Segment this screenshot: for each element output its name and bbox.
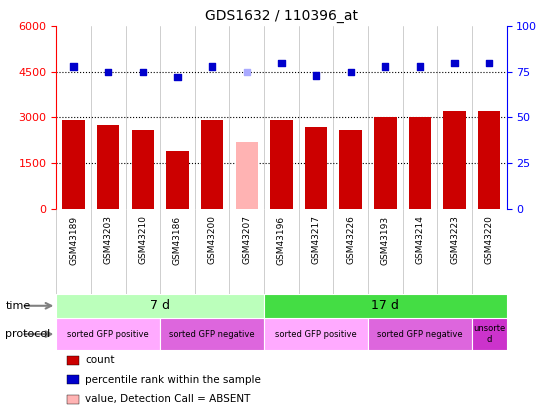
Bar (408, 117, 431, 209)
Point (312, 72, 321, 79)
Text: protocol: protocol (5, 329, 50, 339)
Text: GSM43200: GSM43200 (207, 215, 217, 264)
Bar (201, 121, 224, 209)
Bar (472, 318, 507, 350)
Text: GSM43196: GSM43196 (277, 215, 286, 264)
Text: GSM43223: GSM43223 (450, 215, 459, 264)
Point (242, 68, 251, 75)
Text: GSM43226: GSM43226 (346, 215, 355, 264)
Bar (443, 111, 466, 209)
Text: 17 d: 17 d (371, 299, 399, 312)
Bar (62, 121, 85, 209)
Text: unsorte
d: unsorte d (473, 324, 505, 344)
Text: GSM43214: GSM43214 (415, 215, 425, 264)
Text: GSM43220: GSM43220 (485, 215, 494, 264)
Bar (339, 130, 362, 209)
Title: GDS1632 / 110396_at: GDS1632 / 110396_at (205, 9, 358, 23)
Bar (368, 318, 472, 350)
Text: GSM43207: GSM43207 (242, 215, 251, 264)
Bar (478, 111, 501, 209)
Point (277, 60, 286, 66)
Bar (270, 121, 293, 209)
Bar (132, 130, 154, 209)
Point (381, 63, 390, 70)
Bar (97, 125, 120, 209)
Text: GSM43203: GSM43203 (104, 215, 113, 264)
Point (104, 68, 113, 75)
Bar (56, 294, 264, 318)
Text: sorted GFP negative: sorted GFP negative (377, 330, 463, 339)
Text: GSM43210: GSM43210 (138, 215, 147, 264)
Text: time: time (5, 301, 31, 311)
Point (173, 74, 182, 81)
Point (208, 63, 217, 70)
Bar (160, 318, 264, 350)
Text: 7 d: 7 d (150, 299, 170, 312)
Bar (305, 126, 327, 209)
Text: GSM43189: GSM43189 (69, 215, 78, 264)
Point (139, 68, 147, 75)
Bar (166, 151, 189, 209)
Text: count: count (85, 356, 115, 365)
Bar (235, 142, 258, 209)
Point (450, 60, 459, 66)
Bar (374, 117, 397, 209)
Text: GSM43186: GSM43186 (173, 215, 182, 264)
Bar (264, 318, 368, 350)
Point (485, 60, 494, 66)
Bar (56, 318, 160, 350)
Point (415, 63, 424, 70)
Point (69, 63, 78, 70)
Text: value, Detection Call = ABSENT: value, Detection Call = ABSENT (85, 394, 251, 404)
Text: sorted GFP negative: sorted GFP negative (169, 330, 255, 339)
Text: GSM43217: GSM43217 (311, 215, 321, 264)
Text: GSM43193: GSM43193 (381, 215, 390, 264)
Text: sorted GFP positive: sorted GFP positive (68, 330, 149, 339)
Bar (264, 294, 507, 318)
Point (346, 68, 355, 75)
Text: sorted GFP positive: sorted GFP positive (275, 330, 357, 339)
Text: percentile rank within the sample: percentile rank within the sample (85, 375, 261, 385)
